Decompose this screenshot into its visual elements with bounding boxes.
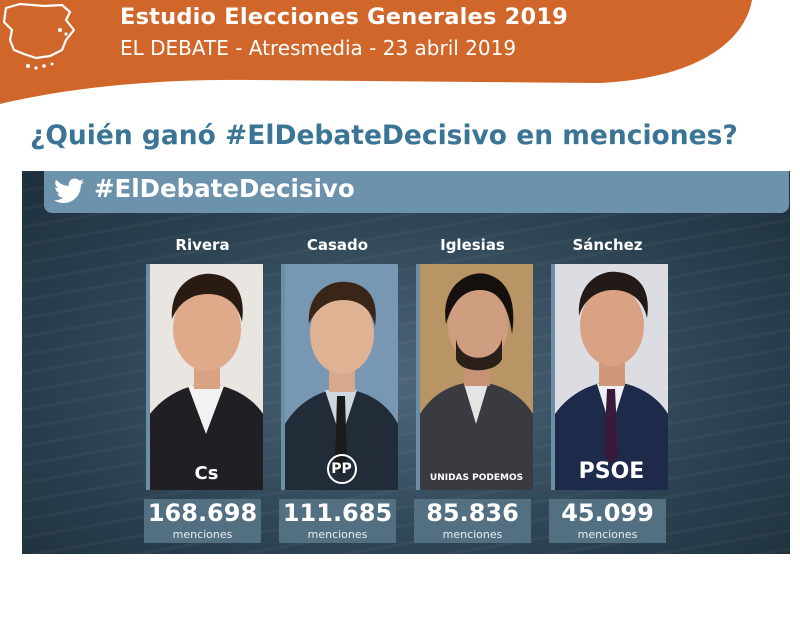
candidate-card-sanchez: Sánchez PSOE 45.099 menciones bbox=[545, 231, 670, 551]
mentions-label: menciones bbox=[307, 528, 368, 541]
candidate-card-casado: Casado PP 111.685 menciones bbox=[275, 231, 400, 551]
twitter-bird-icon bbox=[54, 178, 84, 203]
party-logo-unidas-podemos: UNIDAS PODEMOS bbox=[429, 473, 524, 483]
hashtag-title: #ElDebateDecisivo bbox=[94, 174, 355, 203]
mentions-count: 45.099 bbox=[561, 499, 654, 527]
hashtag-bar: #ElDebateDecisivo bbox=[44, 171, 789, 213]
question-heading: ¿Quién ganó #ElDebateDecisivo en mencion… bbox=[30, 120, 738, 151]
mentions-box: 85.836 menciones bbox=[414, 499, 531, 543]
party-logo-pp: PP bbox=[285, 454, 398, 484]
candidate-name: Rivera bbox=[175, 236, 230, 254]
mentions-label: menciones bbox=[442, 528, 503, 541]
header-background bbox=[0, 0, 752, 104]
header-band: Estudio Elecciones Generales 2019 EL DEB… bbox=[0, 0, 800, 110]
spain-map-icon bbox=[2, 2, 76, 70]
candidate-card-iglesias: Iglesias UNIDAS PODEMOS 85.836 menciones bbox=[410, 231, 535, 551]
mentions-box: 45.099 menciones bbox=[549, 499, 666, 543]
header-subtitle: EL DEBATE - Atresmedia - 23 abril 2019 bbox=[120, 36, 517, 60]
mentions-count: 168.698 bbox=[147, 499, 258, 527]
party-logo-psoe: PSOE bbox=[578, 459, 645, 484]
mentions-box: 168.698 menciones bbox=[144, 499, 261, 543]
infographic-image: #ElDebateDecisivo Rivera Cs 168.698 menc… bbox=[22, 171, 790, 554]
candidate-photo: Cs bbox=[146, 264, 263, 490]
mentions-box: 111.685 menciones bbox=[279, 499, 396, 543]
candidate-card-rivera: Rivera Cs 168.698 menciones bbox=[140, 231, 265, 551]
pp-logo-badge: PP bbox=[326, 454, 357, 484]
header-title: Estudio Elecciones Generales 2019 bbox=[120, 4, 569, 30]
candidate-name: Sánchez bbox=[572, 236, 643, 254]
candidate-photo: PP bbox=[281, 264, 398, 490]
mentions-count: 111.685 bbox=[282, 499, 393, 527]
candidate-photo: UNIDAS PODEMOS bbox=[416, 264, 533, 490]
mentions-count: 85.836 bbox=[426, 499, 519, 527]
mentions-label: menciones bbox=[577, 528, 638, 541]
candidate-name: Iglesias bbox=[440, 236, 505, 254]
mentions-label: menciones bbox=[172, 528, 233, 541]
party-logo-cs: Cs bbox=[194, 463, 219, 484]
candidate-photo: PSOE bbox=[551, 264, 668, 490]
candidate-name: Casado bbox=[306, 236, 369, 254]
